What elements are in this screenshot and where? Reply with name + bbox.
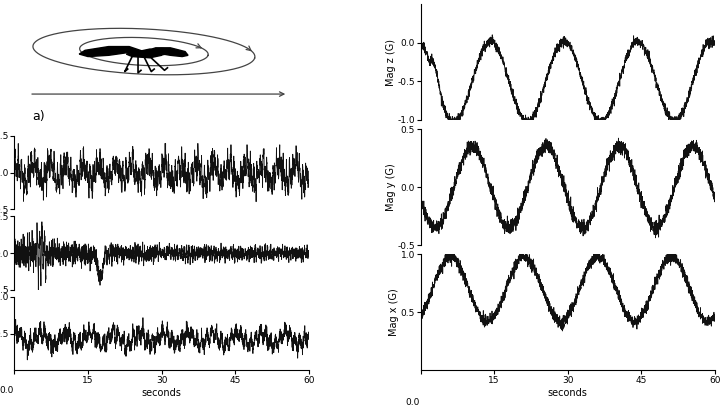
Y-axis label: Mag z (G): Mag z (G) bbox=[386, 39, 396, 85]
Text: 0.0: 0.0 bbox=[406, 398, 420, 407]
Text: 0.0: 0.0 bbox=[0, 387, 14, 396]
Y-axis label: Mag x (G): Mag x (G) bbox=[389, 289, 399, 336]
Polygon shape bbox=[79, 46, 144, 57]
X-axis label: seconds: seconds bbox=[548, 388, 588, 398]
X-axis label: seconds: seconds bbox=[142, 388, 181, 398]
Polygon shape bbox=[144, 48, 188, 57]
Text: a): a) bbox=[32, 110, 45, 123]
Polygon shape bbox=[126, 49, 165, 58]
Y-axis label: Mag y (G): Mag y (G) bbox=[386, 163, 396, 211]
Circle shape bbox=[155, 48, 169, 55]
